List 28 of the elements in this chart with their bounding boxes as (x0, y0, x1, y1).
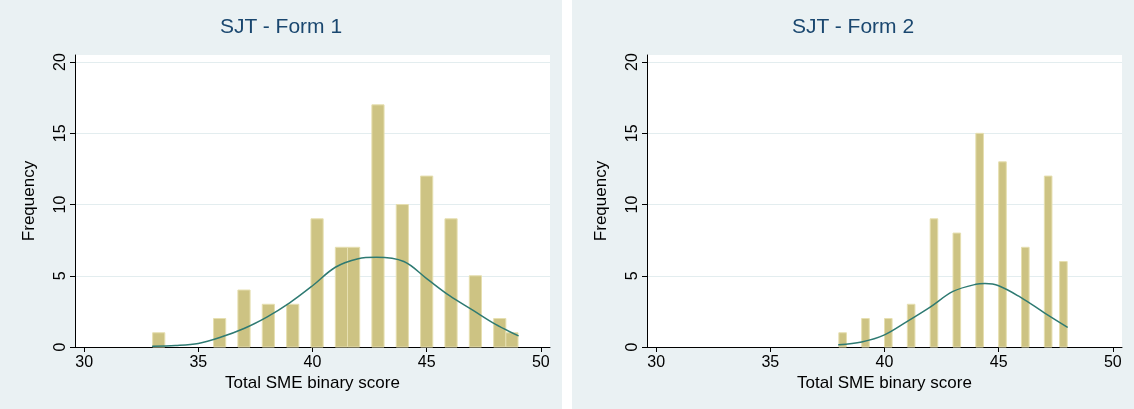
y-tick-label: 20 (622, 53, 640, 72)
x-tick-label: 50 (531, 352, 550, 370)
line-series (838, 282, 1068, 346)
y-tick-label: 15 (50, 124, 68, 143)
x-tick-label: 45 (989, 352, 1008, 370)
y-tick-label: 15 (622, 124, 640, 143)
chart-title: SJT - Form 2 (791, 14, 915, 37)
x-tick-label: 30 (75, 352, 94, 370)
y-tick-label: 5 (50, 271, 68, 281)
x-tick-label: 40 (875, 352, 894, 370)
x-tick-label: 35 (761, 352, 780, 370)
x-tick-label: 45 (417, 352, 436, 370)
line-series (151, 256, 519, 348)
x-tick-label: 30 (647, 352, 666, 370)
y-tick-label: 0 (50, 342, 68, 352)
x-tick-label: 35 (189, 352, 208, 370)
y-tick-label: 10 (50, 195, 68, 214)
y-tick-label: 0 (622, 342, 640, 352)
y-axis-title: Frequency (19, 160, 38, 242)
x-axis-title: Total SME binary score (225, 372, 400, 392)
chart-title: SJT - Form 1 (219, 14, 343, 37)
y-tick-label: 20 (50, 53, 68, 72)
x-axis-title: Total SME binary score (797, 372, 972, 392)
y-tick-label: 10 (622, 195, 640, 214)
y-tick-label: 5 (622, 271, 640, 281)
x-tick-label: 50 (1103, 352, 1122, 370)
y-axis-title: Frequency (591, 160, 610, 242)
x-tick-label: 40 (303, 352, 322, 370)
